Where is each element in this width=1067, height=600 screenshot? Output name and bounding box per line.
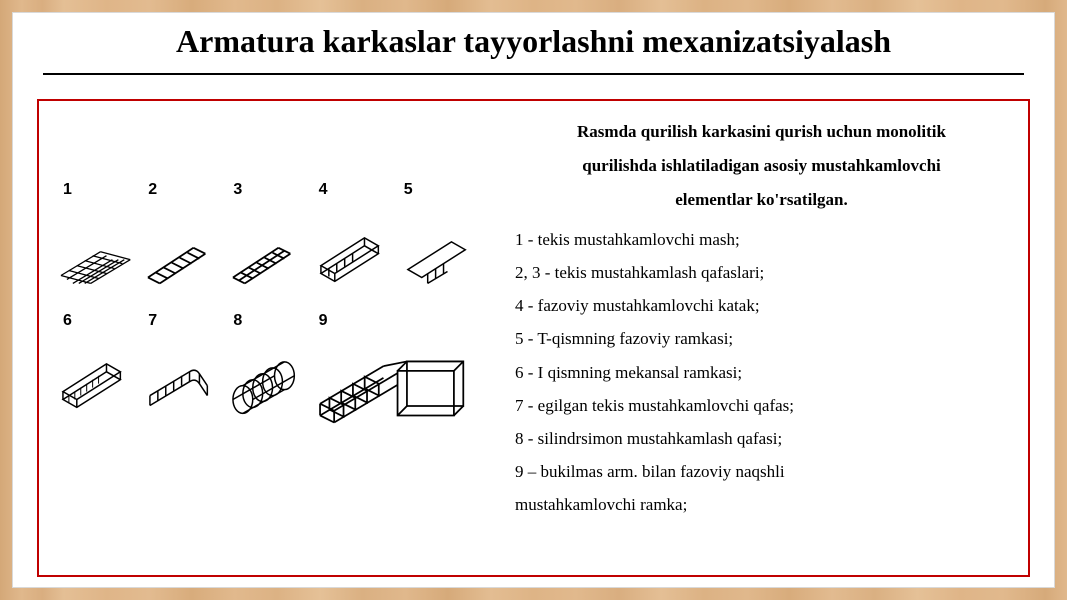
slide-frame: Armatura karkaslar tayyorlashni mexaniza… (12, 12, 1055, 588)
figure-label: 5 (398, 181, 477, 199)
figure-label: 9 (313, 312, 392, 330)
figure-5-t-frame (398, 201, 477, 310)
subtitle-line: Rasmda qurilish karkasini qurish uchun m… (577, 122, 946, 141)
figure-grid: 1 2 3 4 5 (57, 181, 477, 441)
list-item: 6 - I qismning mekansal ramkasi; (515, 356, 1008, 389)
subtitle-line: elementlar ko'rsatilgan. (675, 190, 848, 209)
figure-4-spatial-cage (313, 201, 392, 310)
list-item: 4 - fazoviy mustahkamlovchi katak; (515, 289, 1008, 322)
figure-6-i-frame (57, 332, 136, 441)
figure-3-flat-cage (227, 201, 306, 310)
figure-9-box-frame (313, 332, 477, 441)
list-item: 7 - egilgan tekis mustahkamlovchi qafas; (515, 389, 1008, 422)
slide-title: Armatura karkaslar tayyorlashni mexaniza… (29, 23, 1038, 60)
figure-label: 2 (142, 181, 221, 199)
figure-label: 1 (57, 181, 136, 199)
figure-7-bent-cage (142, 332, 221, 441)
subtitle-line: qurilishda ishlatiladigan asosiy mustahk… (582, 156, 941, 175)
subtitle: Rasmda qurilish karkasini qurish uchun m… (515, 115, 1008, 217)
list-item: 1 - tekis mustahkamlovchi mash; (515, 223, 1008, 256)
title-bar: Armatura karkaslar tayyorlashni mexaniza… (13, 13, 1054, 64)
list-item: 2, 3 - tekis mustahkamlash qafaslari; (515, 256, 1008, 289)
figure-panel: 1 2 3 4 5 (57, 181, 477, 441)
figure-2-flat-cage (142, 201, 221, 310)
figure-1-mesh (57, 201, 136, 310)
figure-label: 8 (227, 312, 306, 330)
figure-label: 3 (227, 181, 306, 199)
text-column: Rasmda qurilish karkasini qurish uchun m… (515, 115, 1008, 567)
figure-8-cylinder-cage (227, 332, 306, 441)
title-underline (43, 73, 1024, 75)
list-item: 8 - silindrsimon mustahkamlash qafasi; (515, 422, 1008, 455)
figure-label: 7 (142, 312, 221, 330)
list-item: mustahkamlovchi ramka; (515, 488, 1008, 521)
content-border: 1 2 3 4 5 (37, 99, 1030, 577)
figure-label: 4 (313, 181, 392, 199)
figure-label: 6 (57, 312, 136, 330)
list-item: 5 - T-qismning fazoviy ramkasi; (515, 322, 1008, 355)
list-item: 9 – bukilmas arm. bilan fazoviy naqshli (515, 455, 1008, 488)
